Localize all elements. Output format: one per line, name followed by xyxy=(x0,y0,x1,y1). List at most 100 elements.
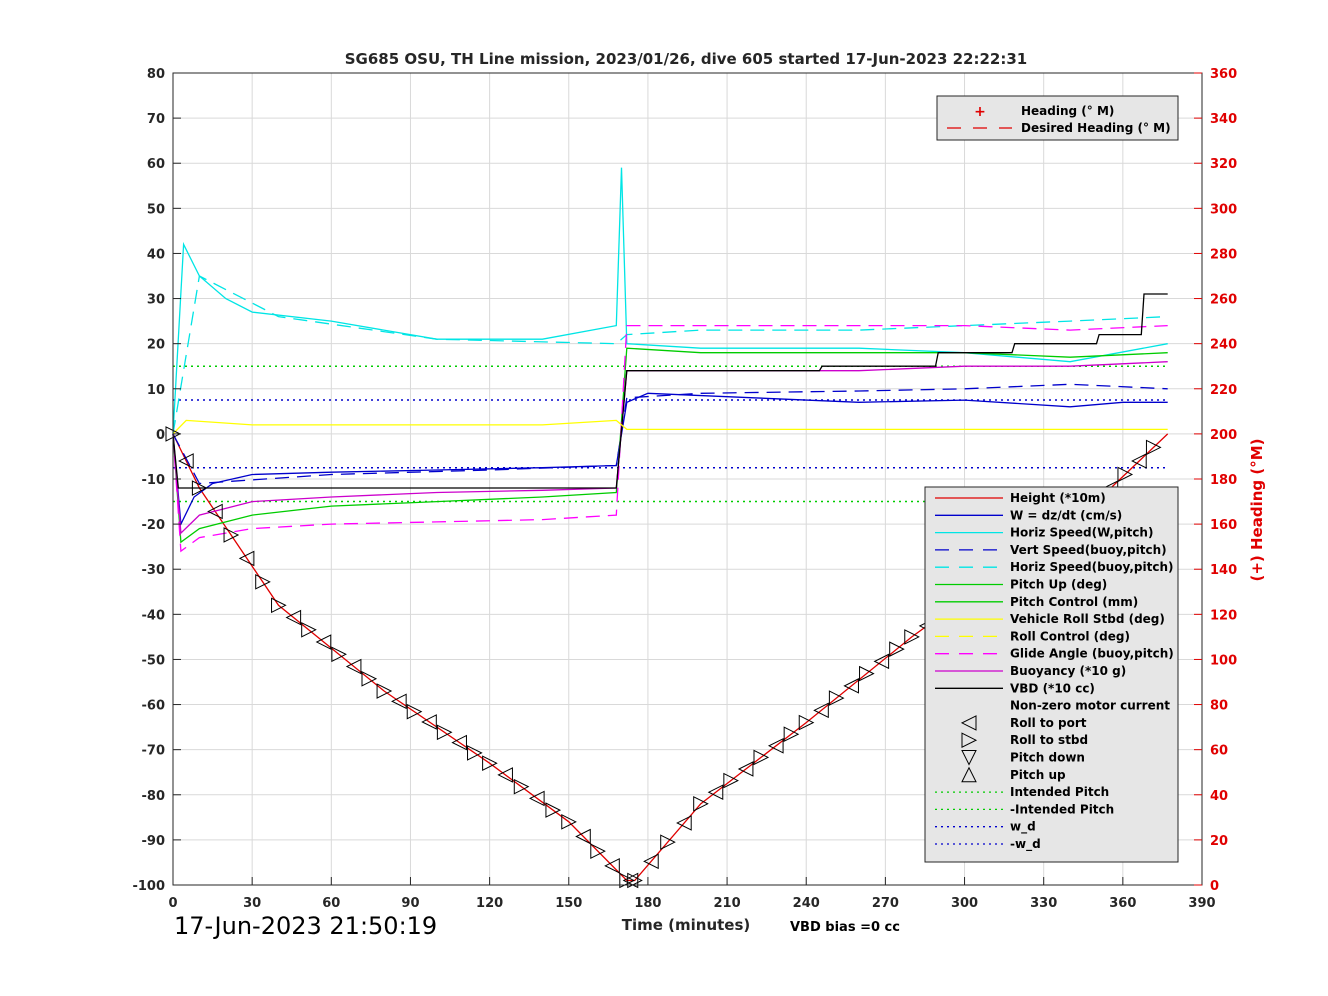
motor-marker xyxy=(191,480,208,496)
motor-marker xyxy=(859,665,875,682)
legend-swatch xyxy=(961,750,977,766)
y-tick-label: -90 xyxy=(142,834,166,849)
motor-marker xyxy=(561,814,577,830)
motor-marker xyxy=(178,453,194,469)
motor-marker xyxy=(271,597,287,614)
legend-label: Heading (° M) xyxy=(1021,104,1114,118)
motor-marker xyxy=(813,702,829,719)
motor-marker xyxy=(843,678,859,694)
y-right-tick-label: 260 xyxy=(1210,293,1237,308)
motor-marker xyxy=(676,815,692,831)
legend-swatch xyxy=(961,732,978,749)
motor-marker xyxy=(482,755,498,772)
legend-label: Roll to port xyxy=(1010,716,1087,730)
y-tick-label: -20 xyxy=(142,518,166,533)
motor-marker xyxy=(828,690,845,706)
y-tick-label: -30 xyxy=(142,563,166,578)
legend-label: Vert Speed(buoy,pitch) xyxy=(1010,543,1167,557)
x-tick-label: 120 xyxy=(476,896,503,911)
series-line xyxy=(172,167,1168,434)
motor-marker xyxy=(604,858,620,874)
series-line xyxy=(172,361,1168,535)
motor-marker xyxy=(889,641,905,657)
y-tick-label: 60 xyxy=(147,157,165,172)
legend-label: Roll to stbd xyxy=(1010,733,1088,747)
motor-marker xyxy=(406,703,423,720)
motor-marker xyxy=(207,503,223,520)
y-right-tick-label: 40 xyxy=(1210,789,1228,804)
y-tick-label: -100 xyxy=(132,879,165,894)
y-right-tick-label: 160 xyxy=(1210,518,1237,533)
x-tick-label: 240 xyxy=(793,896,820,911)
motor-marker xyxy=(753,749,770,766)
y-tick-label: -10 xyxy=(142,473,166,488)
y-right-tick-label: 240 xyxy=(1210,338,1237,353)
motor-marker xyxy=(238,550,255,567)
legend-label: Non-zero motor current xyxy=(1010,699,1170,713)
y-tick-label: -40 xyxy=(142,608,166,623)
legend-label: Glide Angle (buoy,pitch) xyxy=(1010,647,1174,661)
x-tick-label: 0 xyxy=(168,896,177,911)
legend-label: w_d xyxy=(1010,820,1036,835)
y-right-tick-label: 220 xyxy=(1210,383,1237,398)
y-right-tick-label: 320 xyxy=(1210,157,1237,172)
x-tick-label: 300 xyxy=(951,896,978,911)
motor-marker xyxy=(622,872,639,889)
series-line xyxy=(172,383,1168,485)
motor-marker xyxy=(436,724,453,741)
timestamp: 17-Jun-2023 21:50:19 xyxy=(174,912,437,940)
y-tick-label: 40 xyxy=(147,247,165,262)
motor-marker xyxy=(707,784,724,801)
legend-label: Pitch down xyxy=(1010,751,1085,765)
y-right-tick-label: 120 xyxy=(1210,608,1237,623)
motor-marker xyxy=(331,646,347,663)
y-tick-label: -80 xyxy=(142,789,166,804)
series-line xyxy=(172,419,1168,435)
legend-label: Desired Heading (° M) xyxy=(1021,121,1171,135)
x-tick-label: 150 xyxy=(555,896,582,911)
main-legend: Height (*10m) W = dz/dt (cm/s) Horiz Speed… xyxy=(924,486,1179,863)
y-right-tick-label: 60 xyxy=(1210,744,1228,759)
x-axis-label: Time (minutes) xyxy=(622,916,751,934)
y-tick-label: -70 xyxy=(142,744,166,759)
motor-marker xyxy=(513,778,530,795)
motor-marker xyxy=(575,828,591,845)
motor-marker xyxy=(798,714,815,731)
y-right-tick-label: 180 xyxy=(1210,473,1237,488)
motor-marker xyxy=(376,683,393,699)
legend-label: Horiz Speed(W,pitch) xyxy=(1010,526,1153,540)
chart-title: SG685 OSU, TH Line mission, 2023/01/26, … xyxy=(345,50,1028,68)
motor-marker xyxy=(361,670,378,687)
y-right-tick-label: 340 xyxy=(1210,112,1237,127)
legend-swatch: + xyxy=(974,104,986,120)
legend-label: -w_d xyxy=(1010,837,1041,852)
legend-label: -Intended Pitch xyxy=(1010,802,1114,816)
motor-marker xyxy=(1131,453,1147,469)
legend-label: Pitch Control (mm) xyxy=(1010,595,1138,609)
series-line xyxy=(172,324,1168,553)
legend-label: Horiz Speed(buoy,pitch) xyxy=(1010,560,1173,574)
x-tick-label: 180 xyxy=(634,896,661,911)
top-legend-box xyxy=(936,95,1179,141)
y-right-tick-label: 300 xyxy=(1210,202,1237,217)
motor-marker xyxy=(545,802,562,818)
motor-marker xyxy=(528,790,545,807)
legend-label: Intended Pitch xyxy=(1010,785,1109,799)
motor-marker xyxy=(619,872,635,889)
y-tick-label: 0 xyxy=(156,428,165,443)
y-right-tick-label: 140 xyxy=(1210,563,1237,578)
legend-label: Pitch up xyxy=(1010,768,1066,782)
y-right-tick-label: 0 xyxy=(1210,879,1219,894)
motor-marker xyxy=(223,527,240,543)
motor-marker xyxy=(1117,466,1134,483)
y-tick-label: -50 xyxy=(142,653,166,668)
motor-marker xyxy=(421,714,437,730)
motor-marker xyxy=(660,834,676,850)
y-tick-label: -60 xyxy=(142,699,166,714)
motor-marker xyxy=(285,609,302,626)
y-tick-label: 50 xyxy=(147,202,165,217)
vbd-bias: VBD bias =0 cc xyxy=(790,920,900,935)
motor-marker xyxy=(627,872,643,889)
series-line xyxy=(172,293,1168,489)
motor-marker xyxy=(345,658,362,675)
